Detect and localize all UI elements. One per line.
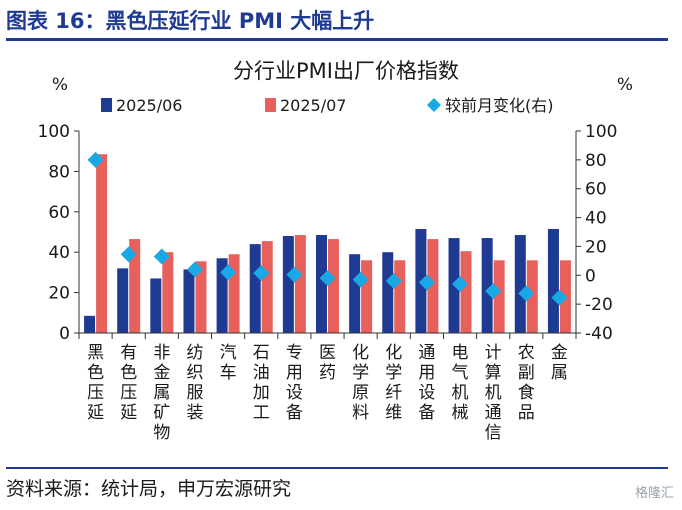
change-marker [286, 266, 303, 283]
right-axis-unit: % [617, 75, 633, 95]
left-tick-label: 80 [48, 162, 70, 182]
x-axis: 黑色压延有色压延非金属矿物纺织服装汽车石油加工专用设备医药化学原料化学纤维通用设… [78, 332, 577, 443]
right-tick-label: -40 [585, 324, 613, 344]
bar-2025-06 [150, 278, 162, 333]
bar-2025-07 [195, 261, 207, 333]
left-tick-label: 20 [48, 284, 70, 304]
watermark: 格隆汇 [634, 486, 674, 501]
title-rule [6, 38, 668, 41]
legend-label-2025-06: 2025/06 [116, 96, 182, 115]
bar-2025-07 [328, 239, 339, 333]
right-tick-label: 100 [585, 122, 617, 142]
change-markers [87, 151, 568, 306]
category-label: 通用设备 [418, 343, 435, 423]
bar-2025-07 [427, 239, 439, 333]
category-label: 非金属矿物 [153, 343, 170, 443]
change-marker [551, 289, 568, 306]
right-tick-label: 0 [585, 266, 596, 286]
bar-2025-07 [526, 260, 538, 333]
change-marker [153, 248, 170, 265]
right-tick-label: 40 [585, 209, 607, 229]
change-marker [87, 151, 104, 168]
right-tick-label: -20 [585, 295, 613, 315]
legend-swatch-2025-07 [265, 98, 276, 112]
change-marker [518, 285, 535, 302]
category-label: 金属 [551, 343, 568, 383]
change-marker [452, 275, 469, 292]
chart: 分行业PMI出厂价格指数 % % 2025/06 2025/07 较前月变化(右… [38, 59, 634, 443]
change-marker [418, 274, 435, 291]
left-tick-label: 100 [38, 122, 70, 142]
bar-2025-06 [183, 269, 195, 333]
category-label: 专用设备 [286, 343, 303, 423]
left-tick-label: 40 [48, 243, 70, 263]
right-axis: -40 -20 0 20 40 60 80 100 [575, 122, 617, 344]
category-label: 纺织服装 [186, 343, 203, 423]
chart-title: 分行业PMI出厂价格指数 [233, 59, 459, 83]
legend-label-2025-07: 2025/07 [280, 96, 346, 115]
source-note: 资料来源：统计局，申万宏源研究 [6, 478, 292, 500]
change-marker [186, 261, 203, 278]
bar-2025-07 [493, 260, 505, 333]
bar-2025-07 [394, 260, 406, 333]
bar-2025-06 [249, 244, 261, 333]
bar-2025-07 [162, 252, 174, 333]
bar-2025-06 [382, 252, 394, 333]
change-marker [352, 271, 369, 288]
left-axis-unit: % [52, 75, 68, 95]
legend-label-change: 较前月变化(右) [445, 96, 554, 115]
right-tick-label: 60 [585, 180, 607, 200]
change-marker [120, 246, 137, 263]
bar-2025-06 [547, 228, 559, 333]
bar-2025-07 [228, 254, 240, 333]
category-label: 黑色压延 [87, 343, 104, 423]
left-tick-label: 0 [59, 324, 70, 344]
bar-2025-06 [282, 236, 294, 333]
bar-2025-07 [261, 241, 273, 333]
bar-2025-06 [514, 235, 526, 333]
category-label: 有色压延 [120, 343, 137, 423]
bar-2025-07 [129, 239, 141, 333]
bar-2025-06 [316, 235, 327, 333]
left-tick-label: 60 [48, 203, 70, 223]
bar-2025-06 [349, 254, 361, 333]
bar-2025-06 [216, 258, 228, 333]
legend-marker-change [427, 98, 441, 112]
change-marker [220, 264, 237, 281]
bar-2025-06 [481, 238, 493, 333]
bar-2025-07 [460, 251, 472, 333]
category-label: 化学原料 [352, 343, 369, 423]
category-label: 农副食品 [518, 343, 535, 423]
change-marker [385, 273, 402, 290]
source-rule [6, 467, 668, 469]
change-marker [319, 270, 336, 287]
bar-2025-07 [294, 235, 306, 333]
change-marker [253, 265, 270, 282]
category-label: 医药 [319, 343, 336, 383]
bars [84, 154, 571, 333]
bar-2025-07 [361, 260, 373, 333]
left-axis: 0 20 40 60 80 100 [38, 122, 80, 344]
figure-title: 图表 16：黑色压延行业 PMI 大幅上升 [6, 9, 375, 33]
right-tick-label: 20 [585, 237, 607, 257]
category-label: 计算机通信 [485, 343, 502, 443]
bar-2025-06 [84, 315, 96, 333]
change-marker [485, 283, 502, 300]
bar-2025-07 [96, 154, 108, 333]
bar-2025-06 [117, 268, 129, 333]
category-label: 汽车 [220, 343, 237, 383]
legend: 2025/06 2025/07 较前月变化(右) [101, 96, 554, 115]
category-label: 电气机械 [452, 343, 469, 423]
right-tick-label: 80 [585, 151, 607, 171]
category-label: 石油加工 [253, 343, 270, 423]
legend-swatch-2025-06 [101, 98, 112, 112]
category-label: 化学纤维 [385, 343, 402, 423]
